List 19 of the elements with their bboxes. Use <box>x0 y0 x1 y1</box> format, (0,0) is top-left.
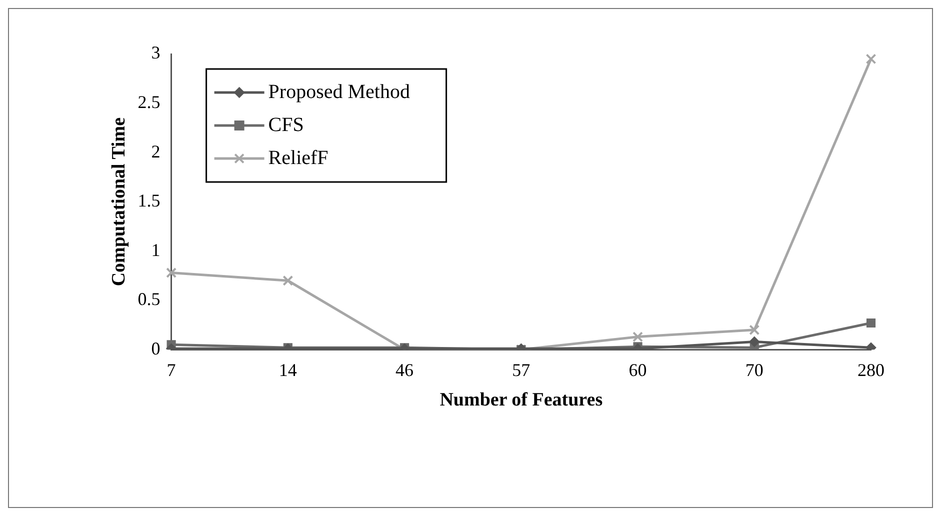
y-tick-label: 0 <box>151 338 160 358</box>
y-tick-label: 2.5 <box>138 92 160 112</box>
x-axis-title: Number of Features <box>440 390 603 411</box>
x-tick-label: 70 <box>745 360 764 380</box>
y-tick-label: 1.5 <box>138 190 160 211</box>
legend-label: CFS <box>268 114 304 136</box>
x-tick-label: 60 <box>628 360 647 380</box>
legend-label: Proposed Method <box>268 80 410 103</box>
x-tick-label: 46 <box>396 360 414 380</box>
x-tick-label: 280 <box>858 360 884 380</box>
x-tick-label: 14 <box>278 360 297 380</box>
legend-label: ReliefF <box>268 146 328 169</box>
y-tick-label: 0.5 <box>138 289 160 310</box>
x-tick-label: 7 <box>166 360 176 380</box>
x-tick-label: 57 <box>512 360 530 380</box>
y-tick-label: 3 <box>151 42 160 63</box>
y-axis-title: Computational Time <box>108 117 130 286</box>
y-tick-label: 2 <box>151 141 160 162</box>
y-tick-label: 1 <box>151 240 160 260</box>
